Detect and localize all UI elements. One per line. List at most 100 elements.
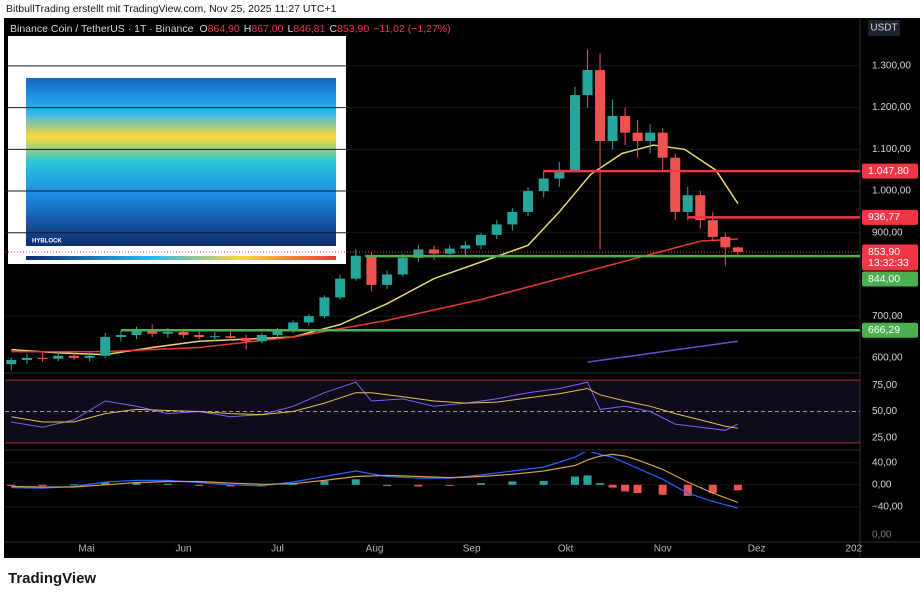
y-tick-label: 1.100,00	[872, 144, 911, 155]
moving-average	[587, 340, 739, 363]
x-tick-label: Jun	[175, 544, 191, 555]
macd-line	[11, 453, 739, 504]
y-tick-label: 600,00	[872, 353, 903, 364]
histogram-bar	[226, 484, 235, 487]
histogram-bar	[320, 480, 329, 485]
histogram-bar	[596, 483, 605, 485]
candle-body	[444, 248, 455, 254]
candle-body	[570, 95, 580, 171]
candle-body	[6, 359, 17, 365]
symbol: Binance Coin / TetherUS · 1T · Binance	[10, 23, 194, 35]
candle-body	[84, 355, 95, 358]
candle-body	[303, 316, 314, 323]
footer-bar	[0, 558, 920, 596]
candle-body	[194, 334, 205, 338]
price-label-box	[862, 322, 918, 338]
candle-body	[645, 132, 656, 141]
candle-body	[460, 245, 471, 249]
brand: TradingView	[8, 570, 96, 587]
histogram-bar	[733, 484, 742, 491]
y-tick-label: 1.300,00	[872, 61, 911, 72]
candle-body	[413, 249, 424, 258]
y-tick-label: 700,00	[872, 311, 903, 322]
histogram-bar	[38, 484, 47, 486]
change: −11,02 (−1,27%)	[373, 23, 450, 35]
candle-body	[523, 191, 534, 212]
candle-body	[632, 132, 643, 141]
candle-body	[288, 322, 299, 331]
y-tick-label: 900,00	[872, 227, 903, 238]
inset-label: HYBLOCK	[32, 239, 62, 245]
currency: USDT	[870, 23, 897, 34]
histogram-bar	[414, 484, 423, 487]
histogram-bar	[539, 480, 548, 485]
symbol-legend: Binance Coin / TetherUS · 1T · Binance O8…	[10, 23, 451, 35]
ohlc-key: L	[287, 23, 293, 35]
candle-body	[507, 211, 518, 225]
ohlc-key: C	[329, 23, 337, 35]
candle-body	[538, 178, 549, 192]
price-label: 666,29	[868, 324, 900, 336]
moving-average	[11, 144, 739, 356]
candle-body	[682, 195, 693, 212]
histogram-bar	[69, 484, 78, 486]
candle-body	[209, 336, 220, 338]
candle-body	[225, 336, 236, 338]
candle-body	[319, 297, 330, 317]
candle-body	[582, 70, 593, 96]
histogram-bar	[101, 482, 110, 485]
candle-body	[607, 115, 618, 141]
x-tick-label: Jul	[271, 544, 284, 555]
histogram-bar	[583, 475, 592, 485]
y-tick-label: 1.200,00	[872, 102, 911, 113]
y-tick-label: −40,00	[872, 502, 903, 513]
y-tick-label: 40,00	[872, 457, 897, 468]
credit: BitbullTrading erstellt mit TradingView.…	[6, 3, 337, 15]
price-label-box	[862, 244, 918, 271]
histogram-bar	[621, 484, 630, 492]
histogram-bar	[195, 484, 204, 486]
candle-body	[241, 337, 252, 342]
bottom-pane-label: 0,00	[872, 530, 892, 541]
candle-body	[21, 357, 32, 360]
candle-body	[732, 247, 743, 252]
price-label-box	[862, 271, 918, 287]
ohlc-value: 864,90	[208, 23, 240, 35]
price-label: 1.047,80	[868, 165, 909, 177]
candle-body	[147, 330, 158, 334]
ohlc-value: 867,00	[251, 23, 283, 35]
histogram-bar	[383, 484, 392, 486]
histogram-bar	[163, 483, 172, 485]
candle-body	[620, 115, 631, 133]
candle-body	[350, 255, 361, 279]
histogram-bar	[7, 484, 16, 486]
histogram-bar	[708, 484, 717, 494]
histogram-bar	[508, 481, 517, 485]
price-label: 844,00	[868, 273, 900, 285]
histogram-bar	[633, 484, 642, 494]
candle-body	[670, 157, 681, 212]
candle-body	[335, 278, 346, 298]
candle-body	[131, 330, 142, 335]
price-label: 936,77	[868, 211, 900, 223]
y-tick-label: 0,00	[872, 479, 892, 490]
candle-body	[53, 355, 64, 359]
histogram-bar	[683, 484, 692, 496]
x-tick-label: 202	[845, 544, 862, 555]
ohlc-value: 853,90	[337, 23, 369, 35]
candle-body	[178, 332, 189, 335]
y-tick-label: 50,00	[872, 406, 897, 417]
candle-body	[68, 355, 79, 358]
candle-body	[162, 332, 173, 334]
x-tick-label: Mai	[78, 544, 94, 555]
histogram-bar	[658, 484, 667, 495]
histogram-bar	[445, 484, 454, 486]
x-tick-label: Sep	[463, 544, 481, 555]
candle-body	[595, 70, 606, 141]
price-label-box	[862, 209, 918, 225]
rsi-line	[11, 387, 738, 429]
rsi-line	[11, 381, 739, 431]
price-label: 13:32:33	[868, 257, 909, 269]
